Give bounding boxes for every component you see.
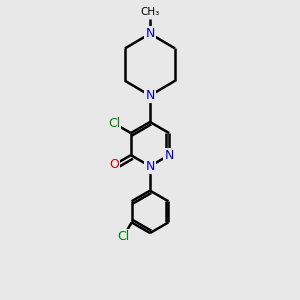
Text: O: O bbox=[110, 158, 119, 171]
Text: Cl: Cl bbox=[108, 117, 120, 130]
Text: N: N bbox=[164, 149, 174, 162]
Text: Cl: Cl bbox=[117, 230, 130, 243]
Text: CH₃: CH₃ bbox=[140, 7, 160, 16]
Text: N: N bbox=[145, 160, 155, 173]
Text: N: N bbox=[145, 89, 155, 102]
Text: N: N bbox=[145, 27, 155, 40]
